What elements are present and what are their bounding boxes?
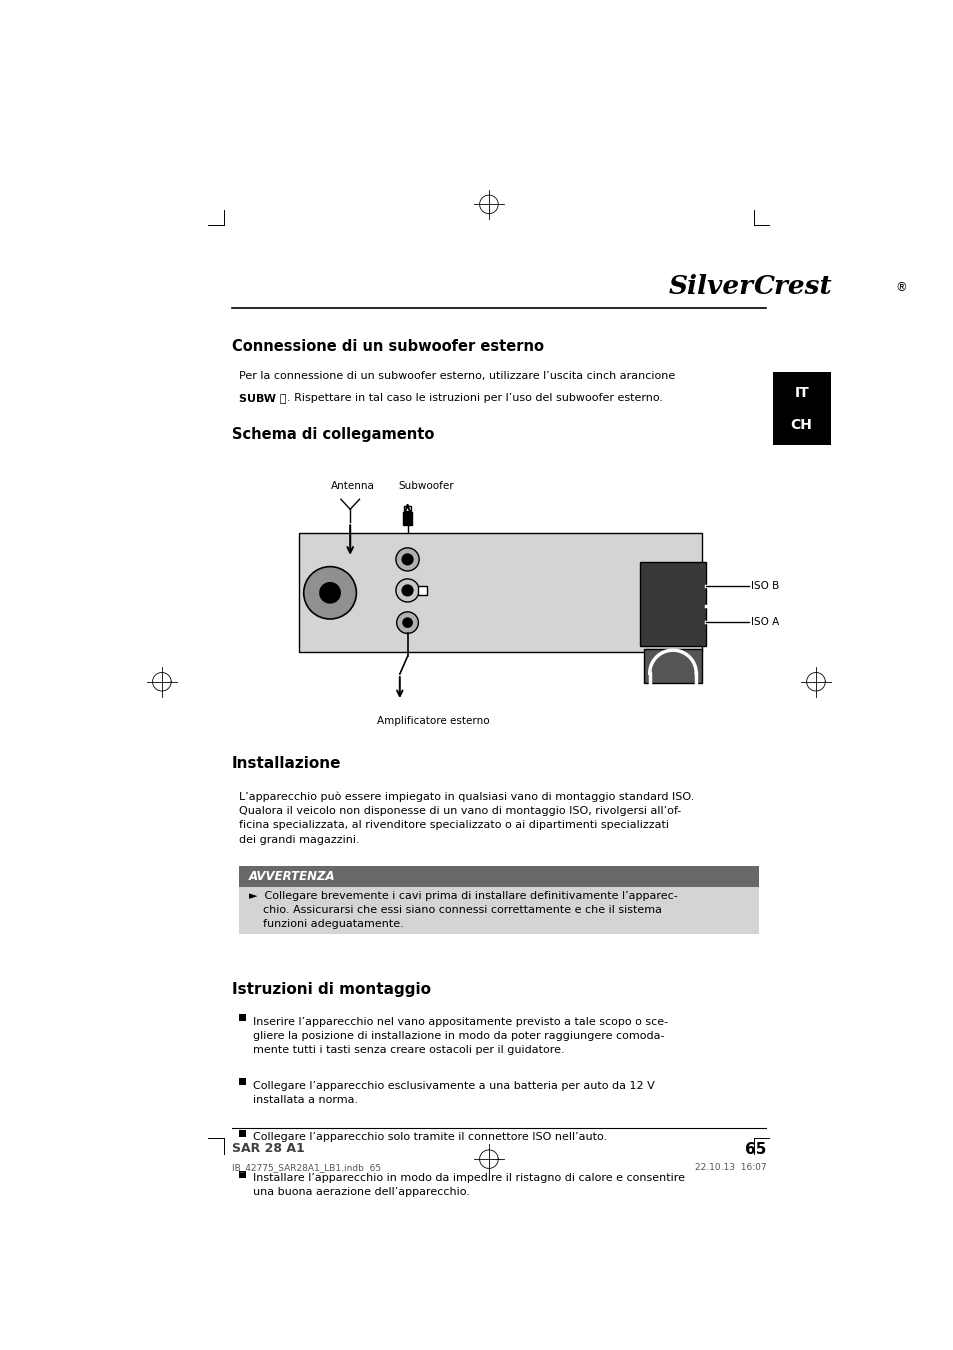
FancyBboxPatch shape [239, 1130, 246, 1137]
Text: Installazione: Installazione [232, 756, 341, 771]
Text: Silver: Silver [668, 274, 753, 300]
Text: Per la connessione di un subwoofer esterno, utilizzare l’uscita cinch arancione: Per la connessione di un subwoofer ester… [239, 371, 675, 382]
Text: Installare l’apparecchio in modo da impedire il ristagno di calore e consentire
: Installare l’apparecchio in modo da impe… [253, 1173, 684, 1197]
Circle shape [395, 548, 418, 571]
Text: . Rispettare in tal caso le istruzioni per l’uso del subwoofer esterno.: . Rispettare in tal caso le istruzioni p… [287, 393, 662, 404]
Circle shape [402, 554, 413, 564]
FancyBboxPatch shape [239, 865, 758, 887]
Text: ®: ® [894, 281, 905, 294]
Text: AVVERTENZA: AVVERTENZA [249, 869, 335, 883]
Circle shape [303, 567, 356, 620]
Text: ISO A: ISO A [750, 617, 779, 626]
FancyBboxPatch shape [417, 586, 427, 595]
Text: Inserire l’apparecchio nel vano appositamente previsto a tale scopo o sce-
glier: Inserire l’apparecchio nel vano apposita… [253, 1017, 668, 1054]
Text: SAR 28 A1: SAR 28 A1 [232, 1142, 304, 1156]
Text: ISO B: ISO B [750, 582, 779, 591]
FancyBboxPatch shape [239, 1079, 246, 1085]
Text: IT: IT [794, 386, 808, 400]
Circle shape [319, 583, 340, 603]
Text: Collegare l’apparecchio esclusivamente a una batteria per auto da 12 V
installat: Collegare l’apparecchio esclusivamente a… [253, 1080, 655, 1104]
Circle shape [402, 618, 412, 628]
Circle shape [396, 612, 418, 633]
Text: 22.10.13  16:07: 22.10.13 16:07 [694, 1162, 765, 1172]
Text: Collegare l’apparecchio solo tramite il connettore ISO nell’auto.: Collegare l’apparecchio solo tramite il … [253, 1133, 607, 1142]
FancyBboxPatch shape [403, 506, 411, 512]
Text: 65: 65 [744, 1142, 765, 1157]
Text: Schema di collegamento: Schema di collegamento [232, 427, 434, 441]
FancyBboxPatch shape [239, 1170, 246, 1177]
Text: Istruzioni di montaggio: Istruzioni di montaggio [232, 981, 430, 998]
Text: Antenna: Antenna [331, 481, 375, 491]
FancyBboxPatch shape [298, 533, 701, 652]
FancyBboxPatch shape [239, 1014, 246, 1022]
FancyBboxPatch shape [772, 373, 830, 446]
Text: IB_42775_SAR28A1_LB1.indb  65: IB_42775_SAR28A1_LB1.indb 65 [232, 1162, 380, 1172]
Text: ►  Collegare brevemente i cavi prima di installare definitivamente l’apparec-
  : ► Collegare brevemente i cavi prima di i… [249, 891, 677, 929]
Circle shape [395, 579, 418, 602]
Circle shape [402, 585, 413, 595]
Text: L’apparecchio può essere impiegato in qualsiasi vano di montaggio standard ISO.
: L’apparecchio può essere impiegato in qu… [239, 791, 694, 845]
Text: Subwoofer: Subwoofer [397, 481, 454, 491]
Text: SUBW ⓖ: SUBW ⓖ [239, 393, 287, 404]
Text: CH: CH [790, 418, 812, 432]
Text: Crest: Crest [753, 274, 832, 300]
Text: Connessione di un subwoofer esterno: Connessione di un subwoofer esterno [232, 339, 543, 354]
FancyBboxPatch shape [402, 512, 412, 525]
Text: Amplificatore esterno: Amplificatore esterno [376, 717, 489, 726]
FancyBboxPatch shape [639, 562, 705, 647]
FancyBboxPatch shape [643, 648, 701, 683]
FancyBboxPatch shape [239, 887, 758, 934]
